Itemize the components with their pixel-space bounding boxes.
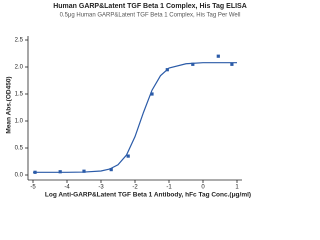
fit-curve: [33, 62, 237, 173]
y-tick-label: 1.5: [15, 92, 24, 98]
data-point: [126, 154, 130, 158]
data-point: [165, 68, 169, 72]
data-point: [109, 168, 113, 172]
chart-title: Human GARP&Latent TGF Beta 1 Complex, Hi…: [53, 3, 247, 10]
data-point: [230, 62, 234, 66]
data-point: [191, 62, 195, 66]
chart: Human GARP&Latent TGF Beta 1 Complex, Hi…: [6, 3, 251, 199]
y-tick-label: 1.0: [15, 119, 24, 125]
x-axis-label: Log Anti-GARP&Latent TGF Beta 1 Antibody…: [45, 192, 251, 199]
y-tick-label: 2.5: [15, 38, 24, 44]
x-tick-label: 0: [201, 185, 205, 191]
x-tick-label: 1: [235, 185, 239, 191]
x-tick-label: -3: [98, 185, 104, 191]
y-tick-label: 0.0: [15, 173, 24, 179]
y-tick-label: 0.5: [15, 146, 24, 152]
x-tick-label: -4: [64, 185, 70, 191]
x-tick-label: -2: [132, 185, 138, 191]
data-point: [82, 169, 86, 173]
data-point: [216, 54, 220, 58]
x-tick-label: -1: [166, 185, 172, 191]
y-tick-label: 2.0: [15, 65, 24, 71]
chart-subtitle: 0.5μg Human GARP&Latent TGF Beta 1 Compl…: [60, 13, 241, 19]
data-point: [58, 170, 62, 174]
x-tick-label: -5: [30, 185, 36, 191]
data-point: [150, 92, 154, 96]
data-point: [33, 170, 37, 174]
y-axis-label: Mean Abs.(OD450): [6, 76, 13, 133]
